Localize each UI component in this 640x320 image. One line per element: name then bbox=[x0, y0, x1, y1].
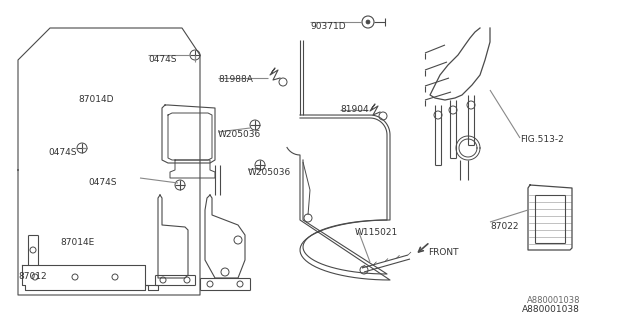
Text: 87014E: 87014E bbox=[60, 238, 94, 247]
Text: 87012: 87012 bbox=[18, 272, 47, 281]
Text: W205036: W205036 bbox=[248, 168, 291, 177]
Text: 90371D: 90371D bbox=[310, 22, 346, 31]
Text: 81988A: 81988A bbox=[218, 75, 253, 84]
Text: 87014D: 87014D bbox=[78, 95, 113, 104]
Circle shape bbox=[366, 20, 370, 24]
Text: FIG.513-2: FIG.513-2 bbox=[520, 135, 564, 144]
Text: A880001038: A880001038 bbox=[527, 296, 580, 305]
Text: W205036: W205036 bbox=[218, 130, 261, 139]
Text: W115021: W115021 bbox=[355, 228, 398, 237]
Text: 0474S: 0474S bbox=[88, 178, 116, 187]
Text: A880001038: A880001038 bbox=[522, 305, 580, 314]
Text: 81904: 81904 bbox=[340, 105, 369, 114]
Text: 0474S: 0474S bbox=[48, 148, 77, 157]
Text: 0474S: 0474S bbox=[148, 55, 177, 64]
Text: FRONT: FRONT bbox=[428, 248, 458, 257]
Text: 87022: 87022 bbox=[490, 222, 518, 231]
